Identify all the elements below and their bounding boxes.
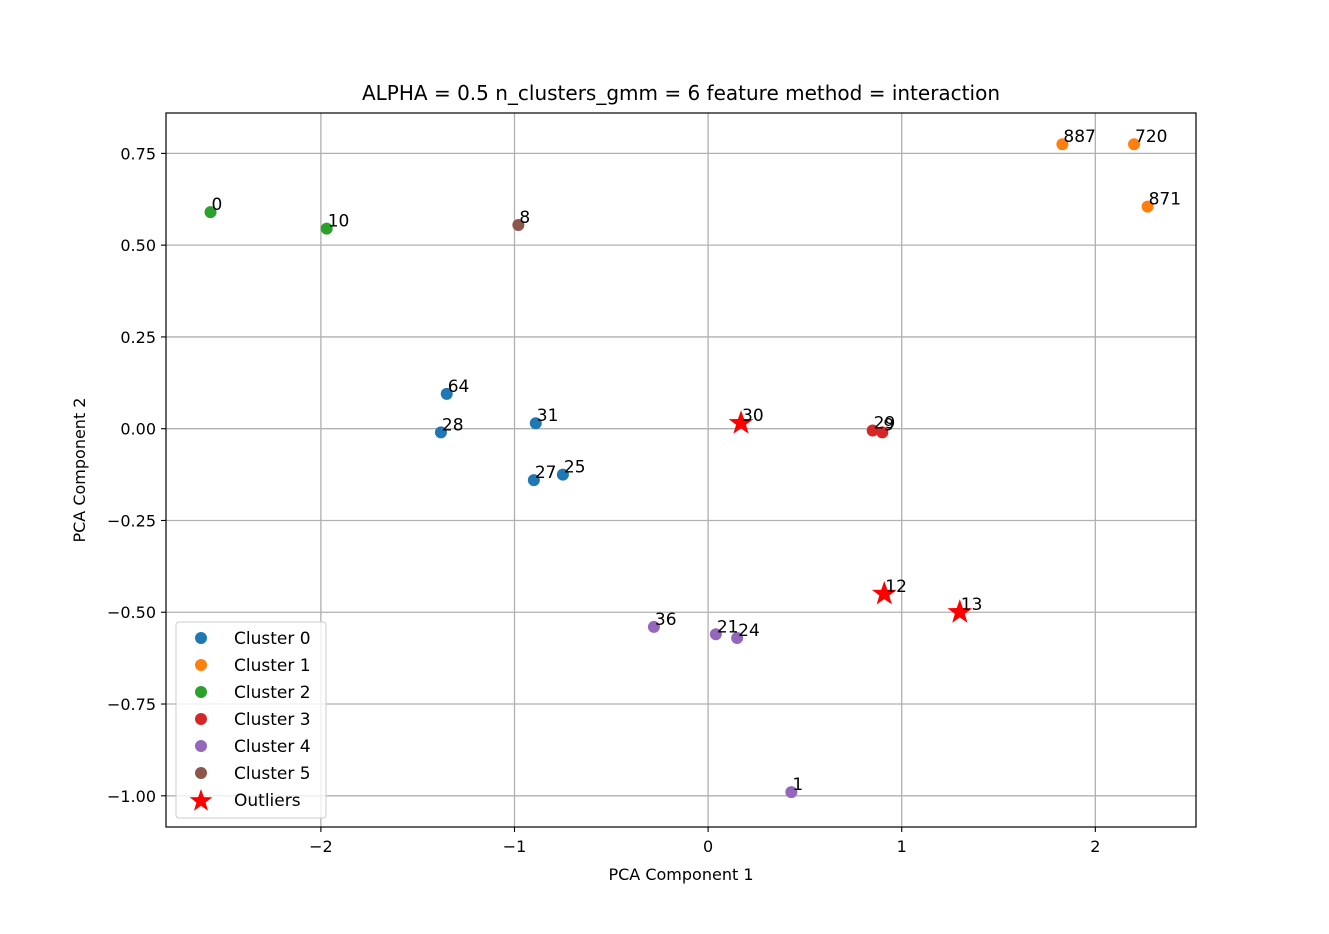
- y-tick-label: −0.25: [107, 511, 156, 530]
- point-label: 36: [655, 610, 677, 630]
- cluster-0-point: [529, 417, 542, 430]
- cluster-2-point: [320, 222, 333, 235]
- point-label: 9: [883, 415, 894, 435]
- legend-label-cluster-4: Cluster 4: [234, 737, 311, 757]
- point-label: 871: [1149, 190, 1181, 210]
- outliers-star-point: [947, 599, 973, 623]
- y-tick-label: −1.00: [107, 787, 156, 806]
- cluster-1-point: [1141, 200, 1154, 213]
- cluster-2-point: [204, 206, 217, 219]
- axis-ticks: −2 −1 0 1 20.750.500.250.00−0.25−0.50−0.75−1…: [107, 144, 1100, 856]
- point-label: 12: [885, 577, 907, 597]
- point-label: 30: [742, 406, 764, 426]
- legend: Cluster 0 Cluster 1 Cluster 2 Cluster 3 Clus…: [175, 621, 327, 819]
- plot-frame: [165, 112, 1197, 828]
- cluster-0-point: [440, 387, 453, 400]
- cluster-4-point: [731, 631, 744, 644]
- point-label: 1: [792, 775, 803, 795]
- point-label: 25: [564, 458, 586, 478]
- point-label: 27: [535, 463, 557, 483]
- cluster-0-point: [434, 426, 447, 439]
- legend-marker-outliers: [189, 789, 213, 811]
- cluster-0-point: [556, 468, 569, 481]
- y-tick-label: −0.50: [107, 603, 156, 622]
- legend-marker-cluster-2: [195, 686, 207, 698]
- point-label: 0: [212, 195, 223, 215]
- point-labels: 64 28 31 27 25 887 720 871 0 10 299 36 21 24 1 8 30 12 13: [212, 127, 1182, 795]
- legend-marker-cluster-3: [195, 713, 207, 725]
- y-tick-label: 0.50: [120, 236, 156, 255]
- point-label: 64: [448, 377, 470, 397]
- point-label: 887: [1063, 127, 1095, 147]
- cluster-0-point: [527, 474, 540, 487]
- data-points: [204, 138, 1154, 799]
- point-label: 720: [1135, 127, 1167, 147]
- point-label: 10: [328, 212, 350, 232]
- legend-label-outliers: Outliers: [234, 791, 301, 811]
- cluster-1-point: [1056, 138, 1069, 151]
- cluster-1-point: [1128, 138, 1141, 151]
- x-axis-label: PCA Component 1: [608, 865, 753, 884]
- x-tick-label: −2: [309, 837, 333, 856]
- legend-label-cluster-3: Cluster 3: [234, 710, 311, 730]
- x-tick-label: −1: [503, 837, 527, 856]
- point-label: 24: [738, 621, 760, 641]
- x-tick-label: 2: [1090, 837, 1100, 856]
- point-label: 13: [961, 595, 983, 615]
- cluster-4-point: [785, 786, 798, 799]
- cluster-4-point: [709, 628, 722, 641]
- outliers-star-point: [728, 410, 754, 434]
- legend-marker-cluster-1: [195, 659, 207, 671]
- point-label: 21: [717, 617, 739, 637]
- x-tick-label: 0: [703, 837, 713, 856]
- point-label: 8: [519, 208, 530, 228]
- y-tick-label: −0.75: [107, 695, 156, 714]
- outliers-star-point: [871, 580, 897, 605]
- point-label: 28: [442, 415, 464, 435]
- y-tick-label: 0.75: [120, 144, 156, 163]
- cluster-3-point: [876, 426, 889, 439]
- cluster-3-point: [866, 424, 879, 437]
- legend-label-cluster-5: Cluster 5: [234, 764, 311, 784]
- point-label: 31: [537, 406, 559, 426]
- y-axis-label: PCA Component 2: [70, 397, 89, 542]
- point-label: 29: [874, 414, 896, 434]
- y-tick-label: 0.00: [120, 420, 156, 439]
- chart-title: ALPHA = 0.5 n_clusters_gmm = 6 feature m…: [362, 81, 1000, 105]
- legend-marker-cluster-4: [195, 740, 207, 752]
- legend-label-cluster-0: Cluster 0: [234, 629, 311, 649]
- grid-lines: [166, 113, 1196, 827]
- legend-marker-cluster-0: [195, 632, 207, 644]
- cluster-5-point: [512, 218, 525, 231]
- x-tick-label: 1: [897, 837, 907, 856]
- legend-label-cluster-2: Cluster 2: [234, 683, 311, 703]
- legend-box: [175, 621, 327, 819]
- legend-marker-cluster-5: [195, 767, 207, 779]
- legend-label-cluster-1: Cluster 1: [234, 656, 311, 676]
- cluster-4-point: [647, 620, 660, 633]
- y-tick-label: 0.25: [120, 328, 156, 347]
